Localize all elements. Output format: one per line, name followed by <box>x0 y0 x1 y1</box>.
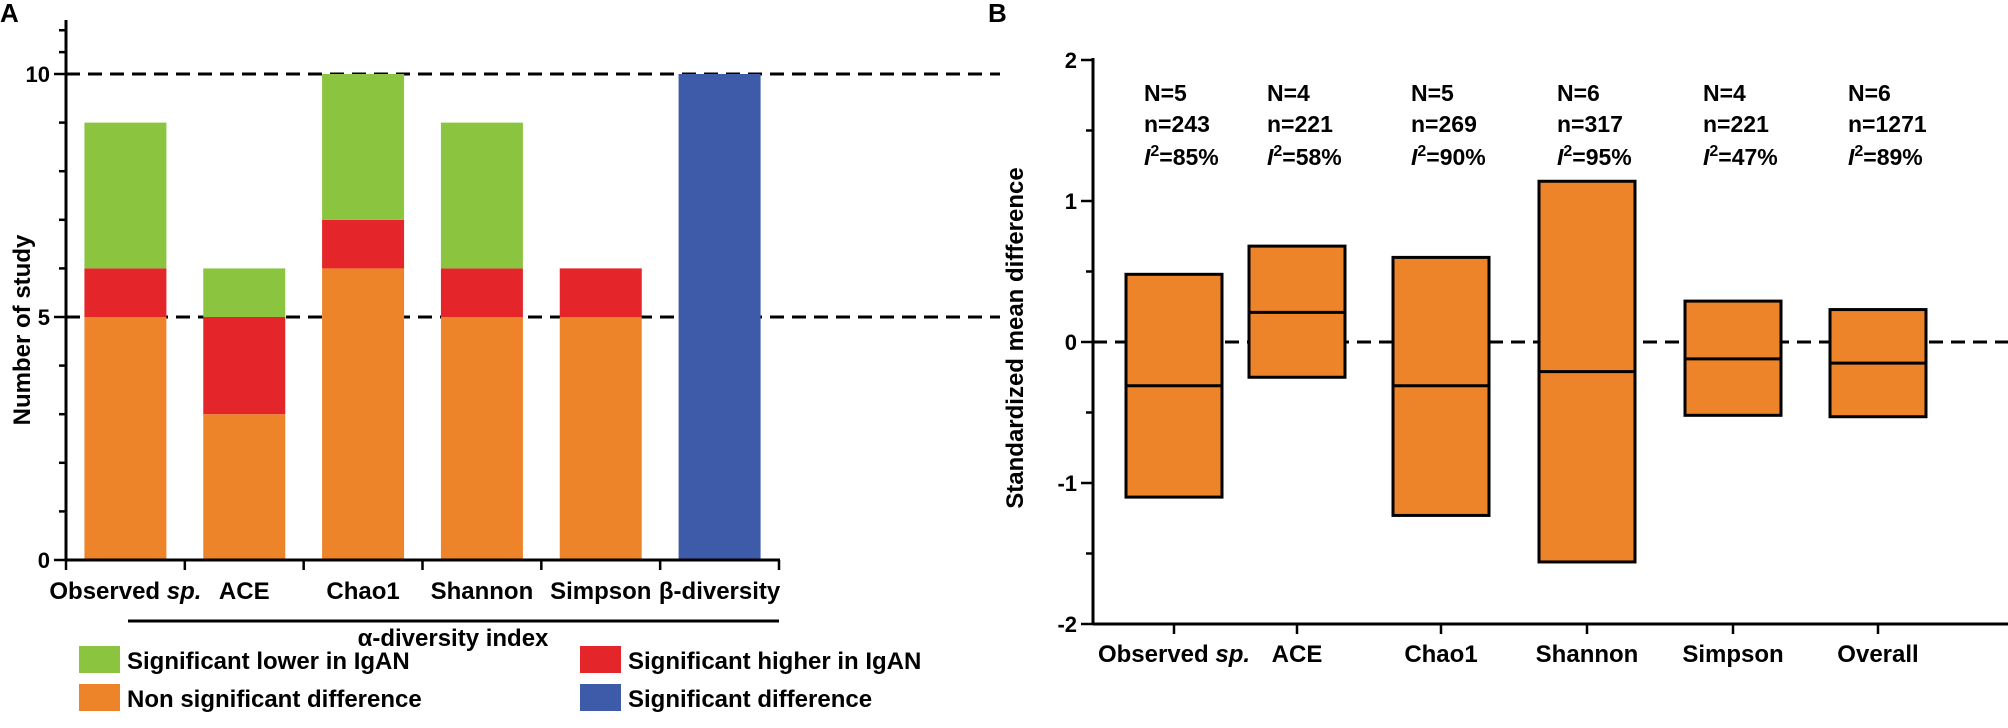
category-label: Chao1 <box>1404 641 1477 668</box>
category-label: ACE <box>219 578 270 605</box>
category-label: Observed sp. <box>1098 641 1250 668</box>
bar-2-higher <box>203 317 286 415</box>
panel-b-boxes <box>1124 179 1928 564</box>
annotation-sample-size: n=1271 <box>1848 111 1927 137</box>
bar-5-nonsig <box>559 317 642 560</box>
annotation-sample-size: n=221 <box>1267 111 1333 137</box>
y-tick-label: 10 <box>26 62 50 87</box>
alpha-diversity-index-label: α-diversity index <box>358 625 549 652</box>
y-tick-label: -2 <box>1057 612 1077 637</box>
panel-a-axes: 0 5 10 <box>26 20 781 573</box>
y-tick-label: 0 <box>38 548 50 573</box>
bar-2-lower <box>203 268 286 317</box>
annotation-sample-size: n=243 <box>1144 111 1210 137</box>
legend-label-higher: Significant higher in IgAN <box>628 648 921 675</box>
annotation-study-count: N=4 <box>1703 80 1746 106</box>
annotation-study-count: N=5 <box>1411 80 1454 106</box>
panel-a-bar-chart: A Number of study 0 5 10 Observed sp. ACE Ch… <box>0 0 1000 713</box>
category-label: Overall <box>1837 641 1918 668</box>
annotation-heterogeneity: I2=47% <box>1703 143 1778 170</box>
panel-a-y-axis-label: Number of study <box>9 234 36 425</box>
legend-swatch-higher <box>580 646 621 673</box>
bar-1-lower <box>84 122 167 269</box>
bar-2-nonsig <box>203 414 286 560</box>
panel-b-label: B <box>988 0 1007 28</box>
panel-a-label: A <box>0 0 19 28</box>
legend-label-nonsig: Non significant difference <box>127 686 422 713</box>
panel-a-category-labels: Observed sp. ACE Chao1 Shannon Simpson β-dive… <box>49 578 781 605</box>
bar-3-lower <box>322 74 405 220</box>
bar-4-lower <box>440 122 523 269</box>
category-label: Simpson <box>550 578 651 605</box>
bar-4-higher <box>440 268 523 317</box>
legend-label-sigdiff: Significant difference <box>628 686 872 713</box>
bar-4-nonsig <box>440 317 523 560</box>
y-tick-label: 2 <box>1065 48 1077 73</box>
panel-a-bars <box>84 74 761 560</box>
annotation-sample-size: n=317 <box>1557 111 1623 137</box>
bar-6-sigdiff <box>678 74 761 560</box>
category-label: Observed sp. <box>49 578 201 605</box>
annotation-heterogeneity: I2=95% <box>1557 143 1632 170</box>
panel-b-category-labels: Observed sp. ACE Chao1 Shannon Simpson Overal… <box>1098 641 1919 668</box>
annotation-heterogeneity: I2=85% <box>1144 143 1219 170</box>
legend-label-lower: Significant lower in IgAN <box>127 648 410 675</box>
bar-5-higher <box>559 268 642 317</box>
panel-b-box-chart: B Standardized mean difference -2 -1 0 1 2 O… <box>988 0 2008 668</box>
panel-a-legend: Significant lower in IgAN Significant hig… <box>79 646 921 713</box>
bar-1-nonsig <box>84 317 167 560</box>
category-label: Chao1 <box>326 578 399 605</box>
category-label: ACE <box>1272 641 1323 668</box>
y-tick-label: 0 <box>1065 330 1077 355</box>
panel-b-annotations: N=5 n=243 I2=85% N=4 n=221 I2=58% N=5 n=269 I2=9… <box>1144 80 1927 170</box>
annotation-study-count: N=4 <box>1267 80 1310 106</box>
annotation-heterogeneity: I2=90% <box>1411 143 1486 170</box>
category-label: β-diversity <box>659 578 781 605</box>
category-label: Shannon <box>431 578 534 605</box>
category-label: Simpson <box>1682 641 1783 668</box>
bar-1-higher <box>84 268 167 317</box>
annotation-heterogeneity: I2=89% <box>1848 143 1923 170</box>
legend-swatch-nonsig <box>79 684 120 711</box>
legend-swatch-sigdiff <box>580 684 621 711</box>
y-tick-label: -1 <box>1057 471 1077 496</box>
annotation-sample-size: n=221 <box>1703 111 1769 137</box>
annotation-sample-size: n=269 <box>1411 111 1477 137</box>
panel-b-axes: -2 -1 0 1 2 <box>1057 48 2008 637</box>
y-tick-label: 5 <box>38 305 50 330</box>
bar-3-higher <box>322 219 405 269</box>
annotation-study-count: N=6 <box>1557 80 1600 106</box>
annotation-heterogeneity: I2=58% <box>1267 143 1342 170</box>
category-label: Shannon <box>1536 641 1639 668</box>
annotation-study-count: N=6 <box>1848 80 1891 106</box>
y-tick-label: 1 <box>1065 189 1077 214</box>
panel-b-y-axis-label: Standardized mean difference <box>1002 167 1029 508</box>
bar-3-nonsig <box>322 268 405 560</box>
annotation-study-count: N=5 <box>1144 80 1187 106</box>
legend-swatch-lower <box>79 646 120 673</box>
